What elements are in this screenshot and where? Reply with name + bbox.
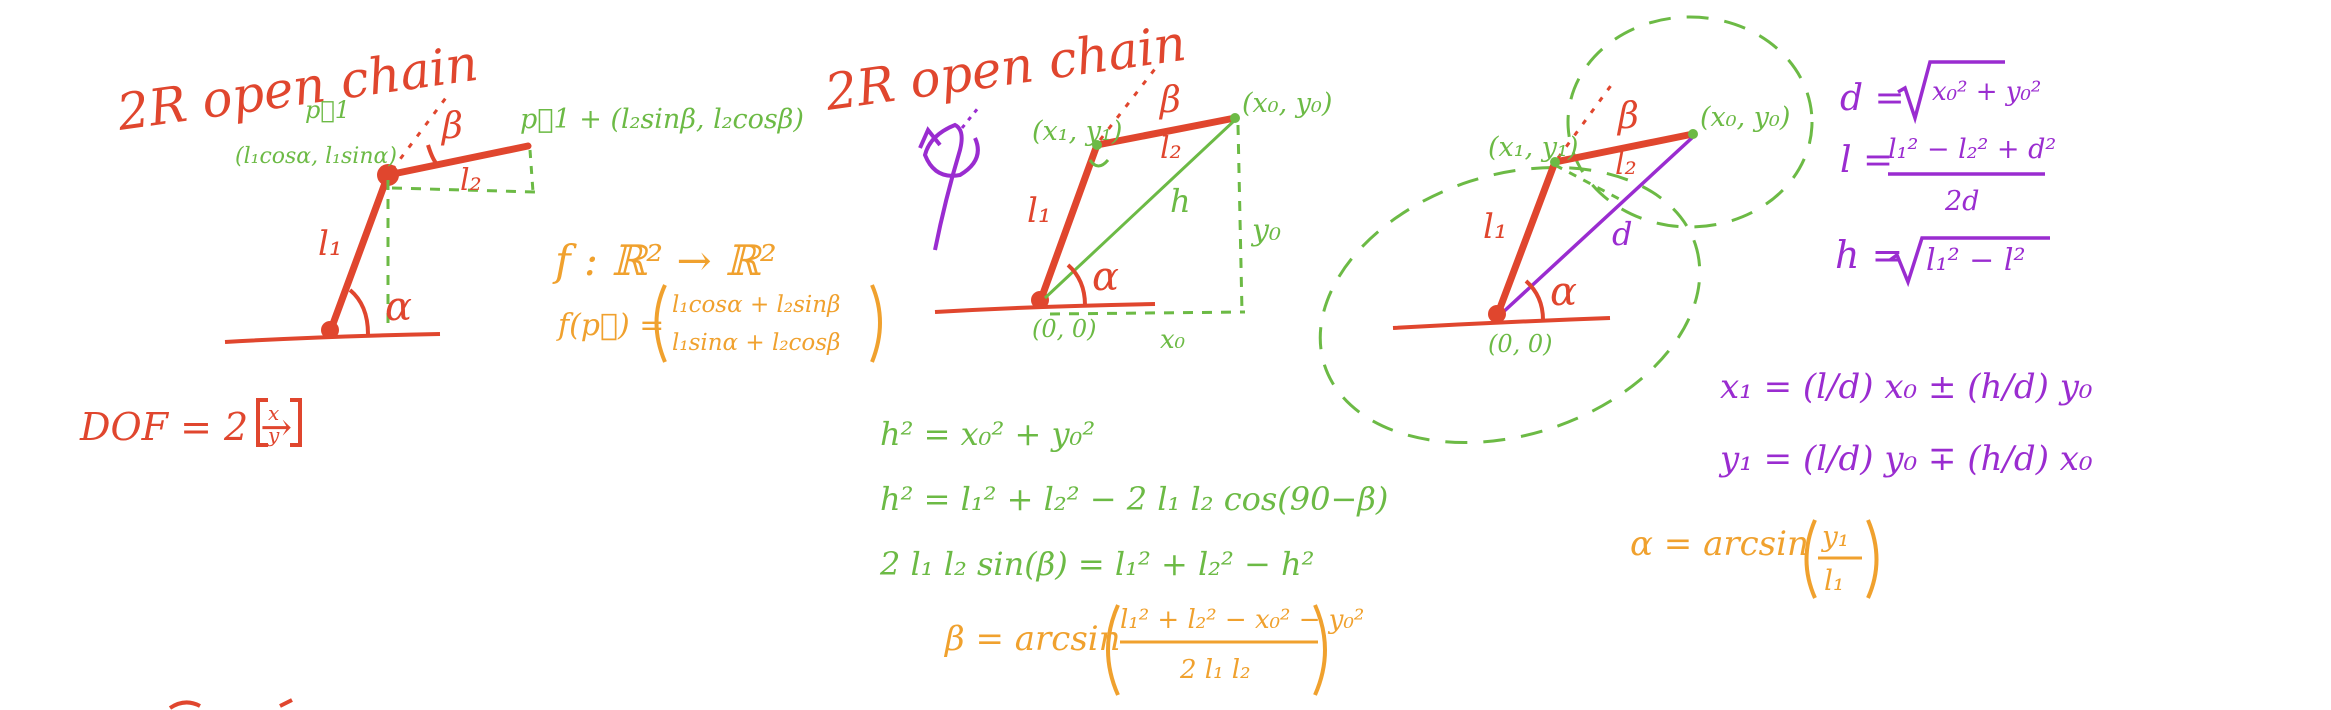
panel2-beta-paren-right <box>1313 604 1327 696</box>
panel3-l-denominator: 2d <box>1944 186 1979 217</box>
panel2-beta-denominator: 2 l₁ l₂ <box>1179 655 1251 685</box>
panel2-p1-dot <box>1092 140 1102 150</box>
panel-2-law-of-cosines: 2R open chain l₁ l₂ α β h (x₁, y₁) (x₀, … <box>821 14 1388 696</box>
panel3-beta-ref-line <box>1556 79 1617 159</box>
panel2-origin-label: (0, 0) <box>1032 315 1097 343</box>
panel3-circle-l1 <box>1318 165 1702 445</box>
panel2-base-joint <box>1031 291 1049 309</box>
panel1-dof-x: x <box>268 401 279 425</box>
panel3-d-radical <box>1897 60 2005 125</box>
panel3-alpha-denominator: l₁ <box>1824 564 1844 597</box>
panel3-x1-equation: x₁ = (l/d) x₀ ± (h/d) y₀ <box>1720 367 2093 407</box>
panel3-origin-label: (0, 0) <box>1488 330 1553 358</box>
panel1-f-lhs: f(p⃗) = <box>556 308 664 343</box>
panel3-alpha-label: α <box>1550 269 1577 315</box>
panel2-y0-dashed <box>1236 124 1244 313</box>
panel1-p1-label: p⃗1 <box>305 96 350 124</box>
panel2-rotation-arrow <box>918 126 942 149</box>
panel2-x0-dashed <box>1049 310 1246 316</box>
panel3-alpha-paren-right <box>1866 519 1879 599</box>
panel2-p1-label: (x₁, y₁) <box>1032 116 1122 147</box>
panel1-f-paren-left <box>654 284 667 363</box>
panel2-beta-ref-line <box>1098 64 1160 141</box>
panel3-d-lhs: d = <box>1840 78 1905 119</box>
panel2-eq-3: 2 l₁ l₂ sin(β) = l₁² + l₂² − h² <box>879 545 1314 583</box>
panel1-title: 2R open chain <box>113 34 482 142</box>
panel2-eq-1: h² = x₀² + y₀² <box>880 415 1095 453</box>
panel3-p2-label: (x₀, y₀) <box>1700 102 1790 133</box>
panel1-link-1 <box>326 171 392 336</box>
panel1-l2-label: l₂ <box>460 163 482 198</box>
panel2-title: 2R open chain <box>821 14 1190 122</box>
panel3-y1-equation: y₁ = (l/d) y₀ ∓ (h/d) x₀ <box>1718 439 2093 479</box>
panel3-base-joint <box>1488 305 1506 323</box>
panel1-p2-label: p⃗1 + (l₂sinβ, l₂cosβ) <box>520 104 804 135</box>
panel2-alpha-arc <box>1066 263 1087 306</box>
panel3-l-numerator: l₁² − l₂² + d² <box>1888 134 2056 165</box>
panel2-alpha-label: α <box>1092 254 1119 300</box>
panel-1-dof: 2R open chain l₁ l₂ α β p⃗1 (l₁cosα, l₁s… <box>79 34 882 449</box>
panel2-h-line <box>1043 118 1237 300</box>
panel2-rotation-dash <box>960 107 980 129</box>
panel1-f-paren-right <box>870 284 882 363</box>
panel2-link-1 <box>1036 141 1101 306</box>
panel3-h-lhs: h = <box>1835 233 1903 277</box>
panel3-beta-label: β <box>1616 96 1639 137</box>
panel2-link-2 <box>1093 114 1239 149</box>
panel3-l-projection <box>1554 163 1626 204</box>
panel2-beta-numerator: l₁² + l₂² − x₀² − y₀² <box>1120 605 1364 635</box>
panel3-d-radicand: x₀² + y₀² <box>1932 77 2041 107</box>
panel1-base-joint <box>321 321 339 339</box>
panel3-ground-line <box>1392 316 1611 330</box>
panel1-dof-bracket-left <box>256 398 268 447</box>
panel1-dof-y: y <box>267 423 280 447</box>
panel3-l1-label: l₁ <box>1483 207 1508 247</box>
panel1-alpha-label: α <box>385 284 412 330</box>
panel2-beta-paren-left <box>1106 604 1120 696</box>
panel2-y0-label: y₀ <box>1250 213 1281 248</box>
partial-stroke-bottom <box>168 698 293 710</box>
panel3-alpha-numerator: y₁ <box>1820 520 1849 553</box>
panel2-p2-label: (x₀, y₀) <box>1242 88 1332 119</box>
panel1-l1-label: l₁ <box>318 224 343 264</box>
panel1-proj-horizontal <box>391 186 536 194</box>
panel1-beta-arc <box>426 144 438 165</box>
panel1-link-2 <box>384 142 532 179</box>
panel3-d-label: d <box>1612 215 1632 253</box>
panel3-p1-label: (x₁, y₁) <box>1488 132 1578 163</box>
panel3-l-lhs: l = <box>1840 140 1893 181</box>
panel3-h-radicand: l₁² − l² <box>1926 243 2025 278</box>
panel1-dof-text: DOF = 2 → <box>79 405 292 449</box>
panel2-h-label: h <box>1170 182 1191 220</box>
panel3-l2-label: l₂ <box>1615 147 1637 182</box>
panel3-alpha-arc <box>1524 279 1545 321</box>
panel2-x0-label: x₀ <box>1160 325 1186 355</box>
panel3-circle-l2 <box>1566 15 1814 229</box>
panel1-proj-tip <box>528 149 535 193</box>
panel2-beta-lhs: β = arcsin <box>943 619 1121 659</box>
panel3-h-radical <box>1888 236 2050 288</box>
panel2-l1-label: l₁ <box>1027 191 1052 231</box>
panel1-f-row2: l₁sinα + l₂cosβ <box>672 330 840 356</box>
panel1-map-definition: f : ℝ² → ℝ² <box>552 236 777 285</box>
panel2-rotation-sketch <box>922 122 980 251</box>
panel3-alpha-paren-left <box>1804 519 1817 599</box>
panel2-beta-label: β <box>1158 80 1181 121</box>
panel1-beta-label: β <box>440 106 463 147</box>
panel2-l2-label: l₂ <box>1160 131 1182 166</box>
panel3-p2-dot <box>1688 129 1698 139</box>
panel3-link-1 <box>1493 158 1559 320</box>
panel1-beta-ref-line <box>390 94 450 171</box>
panel-3-circle-intersection: l₁ l₂ α β d (x₁, y₁) (x₀, y₀) (0, 0) d =… <box>1318 15 2093 599</box>
panel1-dof-bracket-right <box>290 398 302 447</box>
panel3-link-2 <box>1551 130 1697 166</box>
panel1-f-row1: l₁cosα + l₂sinβ <box>672 292 840 318</box>
panel1-alpha-arc <box>348 288 370 335</box>
panel3-p1-dot <box>1550 157 1560 167</box>
panel3-alpha-lhs: α = arcsin <box>1630 524 1809 564</box>
panel2-eq-2: h² = l₁² + l₂² − 2 l₁ l₂ cos(90−β) <box>880 480 1388 518</box>
panel2-angle-mark <box>1088 158 1110 168</box>
panel1-p1-coords: (l₁cosα, l₁sinα) <box>235 144 397 169</box>
